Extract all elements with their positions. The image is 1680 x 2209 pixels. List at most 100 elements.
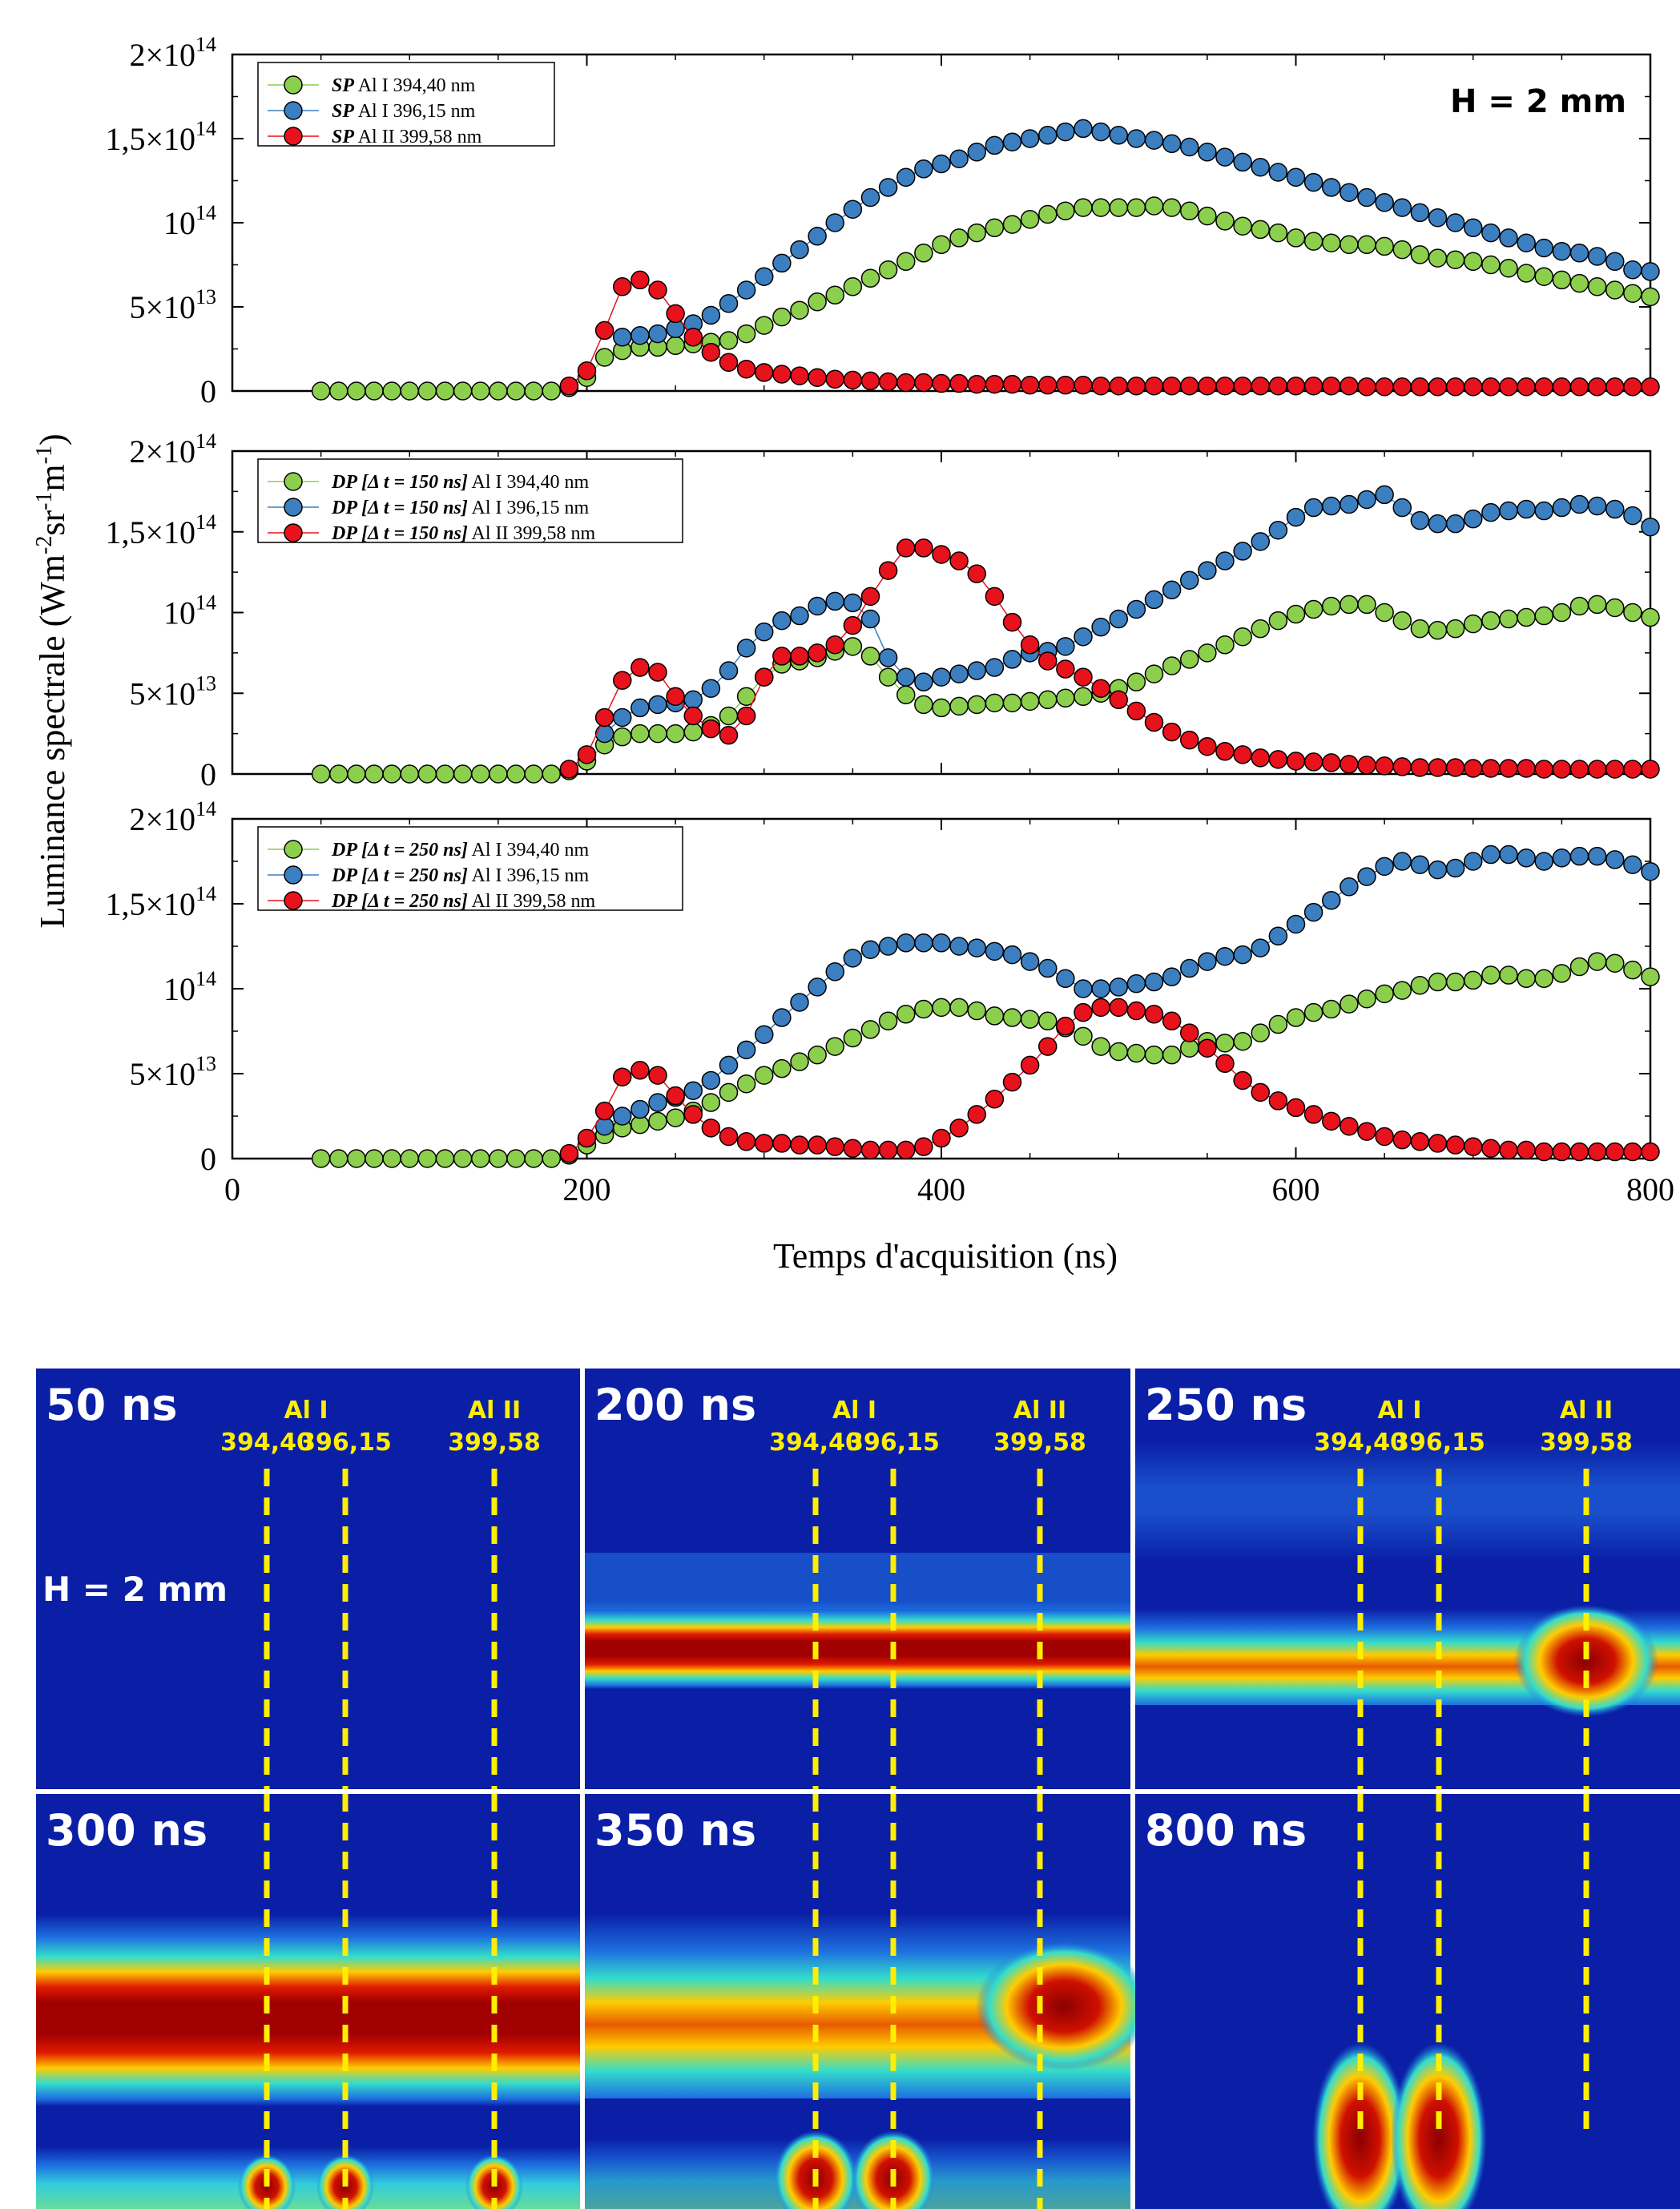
data-point	[772, 611, 792, 631]
data-point	[1074, 119, 1093, 139]
y-tick-label: 1014	[163, 591, 216, 631]
data-point	[1286, 228, 1306, 248]
data-point	[1180, 650, 1199, 669]
group-label-al-ii: Al II	[1560, 1397, 1613, 1425]
data-point	[914, 159, 933, 179]
data-point	[1499, 759, 1518, 778]
data-point	[985, 1006, 1005, 1026]
data-point	[985, 218, 1005, 238]
wavelength-label: 399,58	[993, 1429, 1086, 1457]
data-point	[1180, 730, 1199, 750]
data-point	[949, 937, 969, 956]
y-tick-label: 5×1013	[129, 285, 216, 325]
data-point	[949, 696, 969, 716]
data-point	[1587, 595, 1607, 615]
data-point	[967, 938, 986, 957]
legend-entry: DP [Δ t = 250 ns] Al I 396,15 nm	[331, 865, 590, 886]
data-point	[382, 1149, 401, 1168]
data-point	[1322, 178, 1341, 197]
data-point	[1357, 1122, 1376, 1141]
data-point	[1198, 206, 1217, 226]
data-point	[1268, 611, 1288, 631]
data-point	[914, 672, 933, 691]
data-point	[949, 228, 969, 248]
data-point	[506, 764, 526, 784]
data-point	[1162, 967, 1182, 986]
legend-marker	[284, 840, 303, 859]
data-point	[878, 1011, 898, 1031]
data-point	[1340, 877, 1359, 897]
data-point	[1428, 208, 1448, 228]
data-point	[1641, 760, 1660, 779]
data-point	[1198, 952, 1217, 971]
data-point	[1587, 846, 1607, 866]
data-point	[1109, 198, 1128, 217]
data-point	[1481, 844, 1501, 865]
data-point	[1233, 1031, 1252, 1051]
data-point	[1534, 969, 1553, 989]
data-point	[329, 381, 348, 401]
data-point	[719, 294, 739, 313]
data-point	[1445, 619, 1465, 639]
data-point	[347, 764, 366, 784]
chart-panel-1: 0 5×1013 1014 1,5×1014 2×1014 SP Al I 394,40 …	[105, 33, 1660, 409]
series-3	[559, 270, 1660, 397]
data-point	[1499, 258, 1518, 278]
data-point	[1481, 965, 1501, 985]
data-point	[1534, 501, 1553, 521]
data-point	[1162, 1011, 1182, 1031]
data-point	[1481, 223, 1501, 243]
series-1	[311, 952, 1660, 1168]
data-point	[1569, 957, 1589, 977]
data-point	[1392, 377, 1412, 397]
data-point	[1340, 595, 1359, 615]
legend-marker	[284, 472, 303, 491]
data-point	[701, 305, 721, 325]
data-point	[1180, 570, 1199, 590]
data-point	[648, 1111, 667, 1131]
data-point	[613, 1107, 632, 1126]
data-point	[755, 622, 774, 642]
legend-entry: SP Al II 399,58 nm	[332, 127, 482, 147]
image-time-label: 300 ns	[46, 1805, 207, 1856]
data-point	[1180, 201, 1199, 221]
data-point	[1198, 561, 1217, 580]
data-point	[1464, 970, 1483, 990]
data-point	[1144, 131, 1164, 150]
data-point	[914, 999, 933, 1019]
data-point	[719, 725, 739, 745]
charts-area: 0 5×1013 1014 1,5×1014 2×1014 SP Al I 394,40 …	[105, 33, 1674, 1207]
data-point	[755, 1025, 774, 1044]
data-point	[1268, 163, 1288, 182]
group-label-al-ii: Al II	[468, 1397, 521, 1425]
data-point	[1605, 499, 1625, 519]
data-point	[1641, 377, 1660, 397]
legend-entry: SP Al I 394,40 nm	[332, 75, 476, 96]
data-point	[1623, 260, 1642, 280]
image-h-label: H = 2 mm	[42, 1570, 228, 1609]
data-point	[1109, 1042, 1128, 1062]
data-point	[1340, 494, 1359, 514]
data-point	[790, 1052, 809, 1071]
emission-peak	[1514, 1605, 1658, 1717]
data-point	[1428, 758, 1448, 777]
data-point	[1286, 1008, 1306, 1027]
data-point	[1303, 752, 1323, 772]
data-point	[985, 693, 1005, 713]
data-point	[860, 940, 880, 959]
data-point	[1428, 620, 1448, 640]
data-point	[1322, 233, 1341, 252]
data-point	[1144, 972, 1164, 992]
data-point	[1410, 976, 1430, 995]
data-point	[524, 764, 543, 784]
data-point	[1091, 122, 1110, 142]
legend-entry: DP [Δ t = 150 ns] Al I 394,40 nm	[331, 472, 590, 493]
data-point	[453, 764, 473, 784]
data-point	[790, 240, 809, 260]
data-point	[1623, 377, 1642, 397]
data-point	[613, 1067, 632, 1086]
data-point	[453, 381, 473, 401]
data-point	[1481, 1139, 1501, 1159]
data-point	[860, 268, 880, 288]
